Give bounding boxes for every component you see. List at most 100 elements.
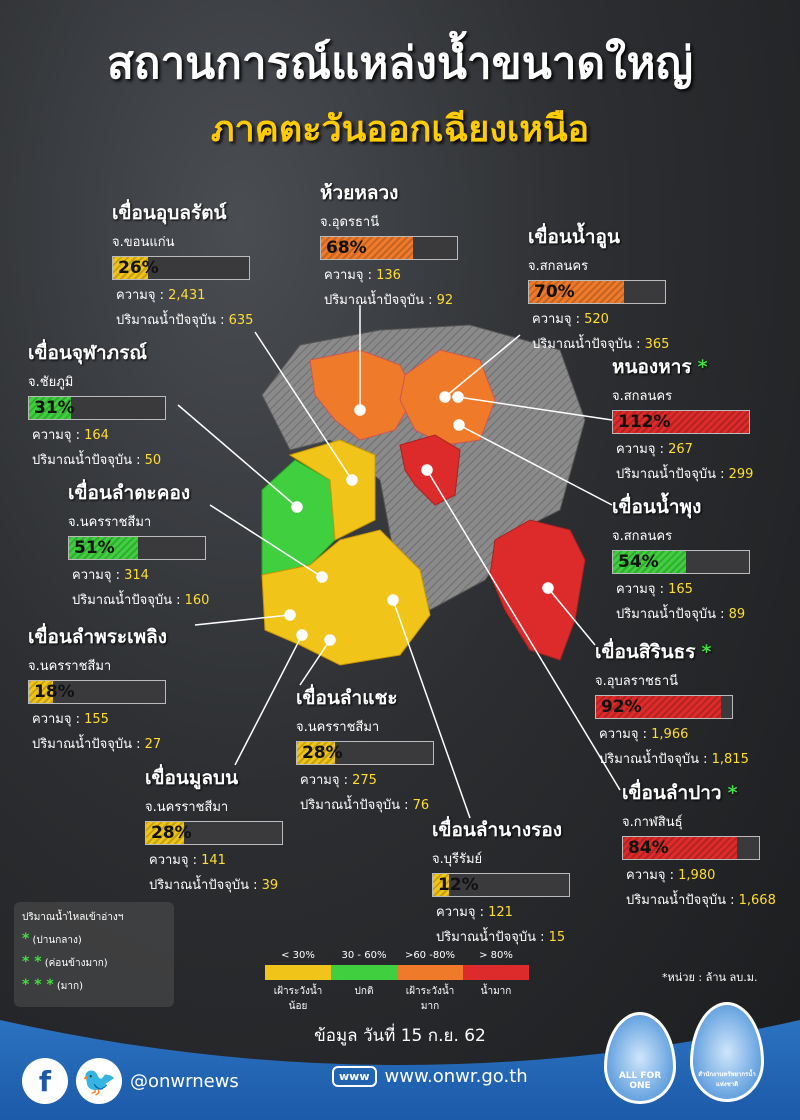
capacity-row: ความจุ : 2,431 [112,284,302,305]
storage-bar-fill [596,696,722,718]
dam-province: จ.สกลนคร [612,529,673,544]
scale-range: < 30% [281,950,315,961]
current-volume-value: 50 [144,453,162,468]
social-handle[interactable]: @onwrnews [130,1070,239,1092]
onwr-logo: สำนักงานทรัพยากรน้ำแห่งชาติ [690,1002,764,1102]
dam-name: เขื่อนลำนางรอง [432,819,563,841]
storage-percent: 28% [302,743,343,763]
capacity-row: ความจุ : 155 [28,708,218,729]
capacity-value: 155 [84,712,109,727]
dam-name: เขื่อนมูลบน [145,767,239,789]
capacity-label: ความจุ : [32,428,85,443]
current-volume-label: ปริมาณน้ำปัจจุบัน : [32,737,145,752]
current-volume-row: ปริมาณน้ำปัจจุบัน : 27 [28,733,218,754]
current-volume-label: ปริมาณน้ำปัจจุบัน : [72,593,185,608]
dam-card: เขื่อนลำนางรอง จ.บุรีรัมย์ 12% ความจุ : … [432,815,622,947]
dam-province: จ.นครราชสีมา [296,720,380,735]
current-volume-row: ปริมาณน้ำปัจจุบัน : 39 [145,874,335,895]
storage-bar-fill [297,742,336,764]
scale-range: > 80% [479,950,513,961]
current-volume-value: 1,668 [738,893,776,908]
dam-name: เขื่อนลำปาว * [622,782,738,804]
dam-card: เขื่อนสิรินธร * จ.อุบลราชธานี 92% ความจุ … [595,637,785,769]
dam-location-dot [421,464,433,476]
dam-province: จ.นครราชสีมา [145,800,229,815]
dam-location-dot [387,594,399,606]
storage-bar-fill [69,537,139,559]
storage-bar: 112% [612,410,750,434]
map-province-ubon [489,519,586,661]
capacity-value: 1,966 [651,727,689,742]
current-volume-row: ปริมาณน้ำปัจจุบัน : 50 [28,449,218,470]
website-url[interactable]: www.onwr.go.th [384,1066,528,1087]
storage-percent: 70% [534,282,575,302]
dam-name: เขื่อนอุบลรัตน์ [112,202,227,224]
dam-location-dot [284,609,296,621]
scale-range: >60 -80% [404,950,456,961]
star-icon: * * [22,954,42,970]
dam-name: เขื่อนลำแชะ [296,687,398,709]
leader-line [392,599,471,819]
dam-province: จ.สกลนคร [528,259,589,274]
website-link[interactable]: www www.onwr.go.th [332,1066,528,1087]
dam-location-dot [296,629,308,641]
scale-label: เฝ้าระวังน้ำมาก [405,986,455,1012]
leader-line [457,396,613,421]
current-volume-label: ปริมาณน้ำปัจจุบัน : [324,293,437,308]
storage-percent: 92% [601,697,642,717]
storage-bar: 54% [612,550,750,574]
dam-province: จ.ชัยภูมิ [28,375,74,390]
dam-location-dot [346,474,358,486]
dam-province: จ.บุรีรัมย์ [432,852,483,867]
current-volume-label: ปริมาณน้ำปัจจุบัน : [616,467,729,482]
twitter-icon[interactable]: 🐦 [76,1058,122,1104]
dam-card: เขื่อนลำปาว * จ.กาฬสินธุ์ 84% ความจุ : 1,… [622,778,800,910]
scale-segment: < 30% เฝ้าระวังน้ำน้อย [265,950,331,1014]
capacity-label: ความจุ : [532,312,585,327]
current-volume-row: ปริมาณน้ำปัจจุบัน : 15 [432,926,622,947]
storage-bar-fill [113,257,149,279]
capacity-row: ความจุ : 1,966 [595,723,785,744]
capacity-row: ความจุ : 520 [528,308,718,329]
dam-card: เขื่อนน้ำอูน จ.สกลนคร 70% ความจุ : 520 ป… [528,222,718,354]
storage-percent: 26% [118,258,159,278]
storage-bar-fill [433,874,450,896]
leader-line [254,331,353,481]
dam-location-dot [354,404,366,416]
storage-bar-fill [613,411,749,433]
capacity-row: ความจุ : 136 [320,264,510,285]
capacity-row: ความจุ : 164 [28,424,218,445]
capacity-value: 164 [84,428,109,443]
storage-bar-fill [321,237,414,259]
capacity-value: 314 [124,568,149,583]
dam-province: จ.กาฬสินธุ์ [622,815,683,830]
capacity-label: ความจุ : [324,268,377,283]
leader-line [194,614,291,626]
current-volume-label: ปริมาณน้ำปัจจุบัน : [32,453,145,468]
leader-line [547,587,596,646]
storage-bar: 84% [622,836,760,860]
dam-location-dot [452,391,464,403]
dam-location-dot [439,391,451,403]
storage-bar: 12% [432,873,570,897]
unit-note: *หน่วย : ล้าน ลบ.ม. [662,971,758,984]
current-volume-label: ปริมาณน้ำปัจจุบัน : [626,893,739,908]
capacity-label: ความจุ : [300,773,353,788]
storage-bar: 28% [296,741,434,765]
current-volume-row: ปริมาณน้ำปัจจุบัน : 160 [68,589,258,610]
facebook-icon[interactable]: f [22,1058,68,1104]
dam-province: จ.สกลนคร [612,389,673,404]
dam-name: ห้วยหลวง [320,182,399,204]
current-volume-label: ปริมาณน้ำปัจจุบัน : [616,607,729,622]
color-scale-legend: < 30% เฝ้าระวังน้ำน้อย 30 - 60% ปกติ >60 -80… [265,950,529,1014]
capacity-row: ความจุ : 165 [612,578,800,599]
star-icon: * [22,931,30,947]
all-for-one-logo: ALL FOR ONE [604,1012,676,1104]
current-volume-value: 635 [228,313,254,328]
dam-name: เขื่อนน้ำอูน [528,226,620,248]
storage-bar-fill [146,822,185,844]
dam-card: เขื่อนจุฬาภรณ์ จ.ชัยภูมิ 31% ความจุ : 16… [28,338,218,470]
leader-line [426,469,621,791]
scale-range: 30 - 60% [341,950,387,961]
